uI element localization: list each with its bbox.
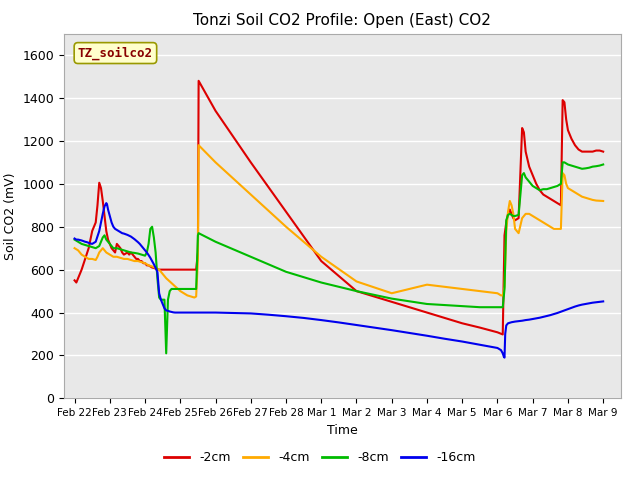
-4cm [71,245,79,251]
-8cm [559,159,566,165]
Line: -4cm: -4cm [75,145,603,298]
Text: TZ_soilco2: TZ_soilco2 [78,47,153,60]
-16cm [500,355,508,360]
-8cm [499,304,507,310]
Line: -2cm: -2cm [75,81,603,335]
Y-axis label: Soil CO2 (mV): Soil CO2 (mV) [4,172,17,260]
Title: Tonzi Soil CO2 Profile: Open (East) CO2: Tonzi Soil CO2 Profile: Open (East) CO2 [193,13,492,28]
-16cm [134,240,142,245]
-2cm [102,228,110,234]
-2cm [520,130,528,135]
-16cm [578,302,586,308]
-16cm [71,236,79,241]
-2cm [71,277,79,283]
-8cm [529,183,536,189]
-2cm [599,149,607,155]
Legend: -2cm, -4cm, -8cm, -16cm: -2cm, -4cm, -8cm, -16cm [159,446,481,469]
-4cm [388,290,396,296]
-4cm [195,142,202,148]
-4cm [180,290,188,296]
-4cm [571,190,579,195]
-8cm [194,232,202,238]
-16cm [76,237,84,243]
-16cm [102,200,110,206]
-16cm [508,319,515,325]
-16cm [78,238,86,243]
-2cm [441,315,449,321]
-8cm [163,350,170,356]
-8cm [599,162,607,168]
-4cm [599,198,607,204]
-2cm [138,258,145,264]
-8cm [92,245,100,251]
Line: -16cm: -16cm [75,203,603,358]
-8cm [71,237,79,242]
-16cm [540,314,547,320]
-4cm [124,256,131,262]
-16cm [599,299,607,304]
Line: -8cm: -8cm [75,162,603,353]
-2cm [499,332,507,337]
X-axis label: Time: Time [327,424,358,437]
-8cm [388,296,396,301]
-4cm [97,248,105,253]
-2cm [159,267,166,273]
-8cm [95,243,103,249]
-4cm [191,295,198,300]
-2cm [195,78,202,84]
-4cm [100,248,108,253]
-2cm [136,258,143,264]
